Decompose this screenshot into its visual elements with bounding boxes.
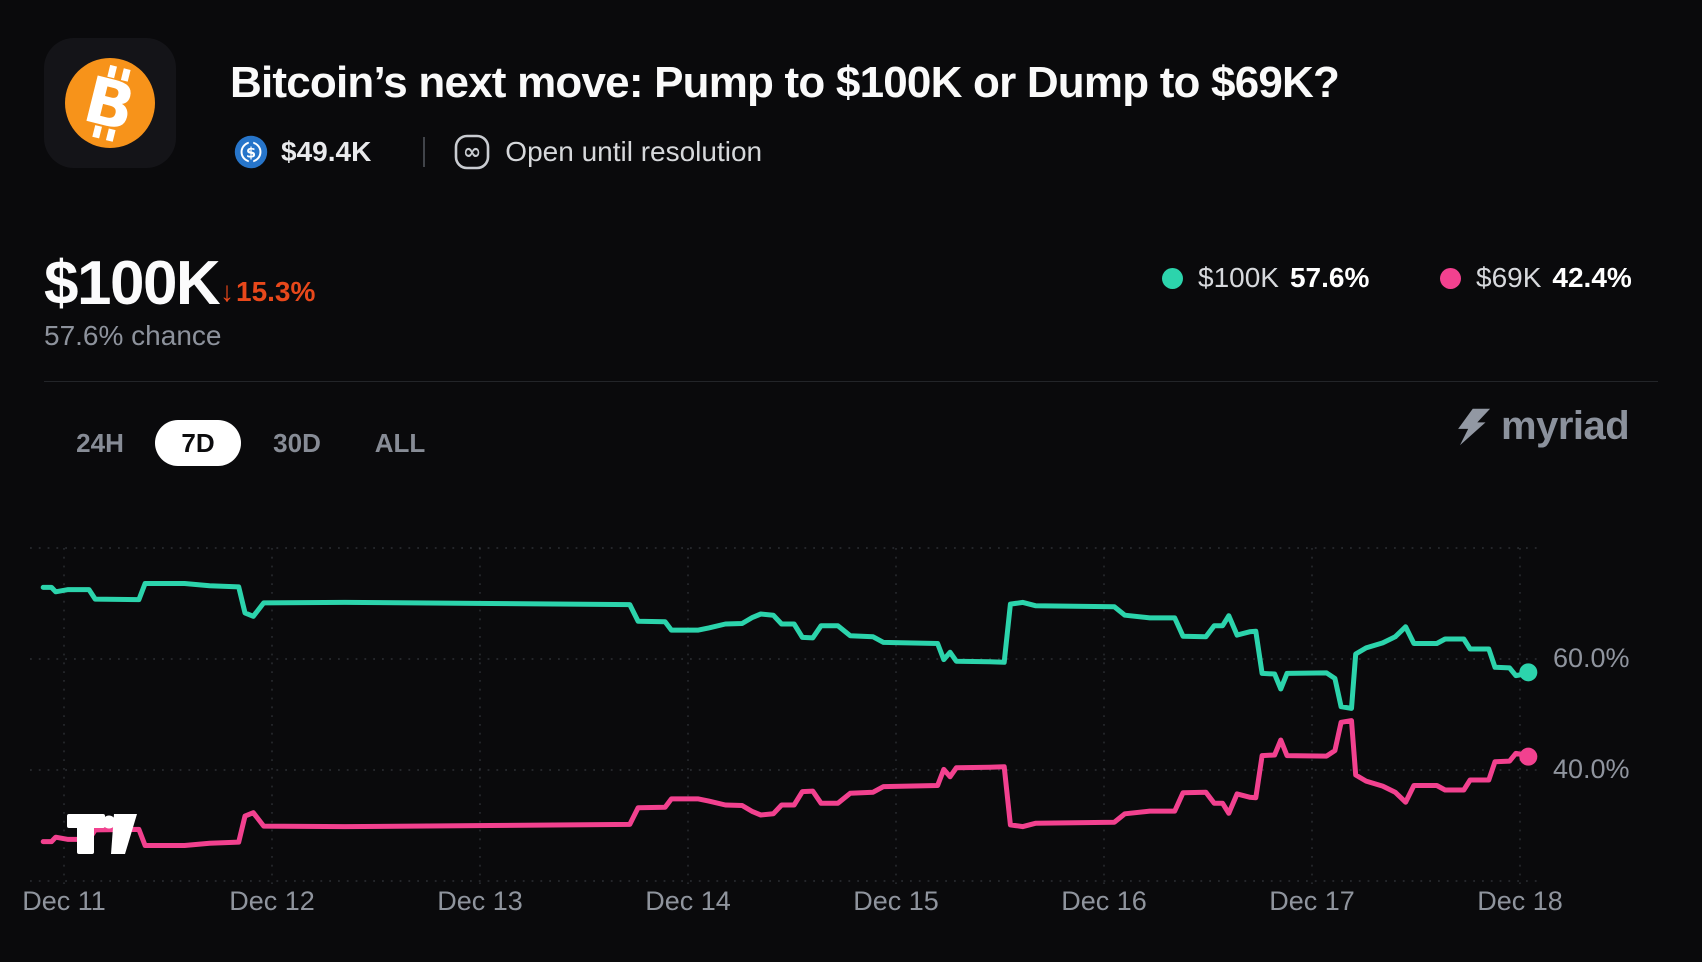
y-axis-label: 40.0% <box>1553 754 1630 784</box>
myriad-logo: myriad <box>1449 404 1630 449</box>
series-line-$69K <box>40 718 1531 848</box>
x-axis-label: Dec 16 <box>1061 886 1147 916</box>
market-meta-row: $ $49.4K ∞ Open until resolution <box>233 124 762 180</box>
series-line-$100K <box>40 581 1531 711</box>
legend-label: $69K <box>1476 262 1542 293</box>
y-axis-label: 60.0% <box>1553 643 1630 673</box>
myriad-bolt-icon <box>1458 408 1491 445</box>
legend-dot-pink <box>1440 267 1461 289</box>
x-axis-label: Dec 15 <box>853 886 939 916</box>
section-divider <box>44 381 1658 382</box>
tradingview-logo[interactable] <box>67 812 137 861</box>
legend-value: 57.6% <box>1289 262 1370 293</box>
legend-dot-teal <box>1162 267 1183 289</box>
range-tab-24h[interactable]: 24H <box>58 420 142 466</box>
range-tab-30d[interactable]: 30D <box>255 420 339 466</box>
range-tab-all[interactable]: ALL <box>357 420 444 466</box>
meta-separator <box>423 137 426 167</box>
svg-text:∞: ∞ <box>463 140 481 165</box>
infinity-link-icon: ∞ <box>454 134 490 170</box>
bitcoin-icon: B <box>65 58 155 148</box>
down-arrow-icon: ↓ <box>220 276 234 307</box>
svg-text:$: $ <box>246 145 256 161</box>
outcome-change: ↓ 15.3% <box>220 276 315 308</box>
series-end-dot-$100K <box>1519 663 1538 682</box>
volume-value: $49.4K <box>281 136 372 167</box>
legend-label: $100K <box>1198 262 1279 293</box>
market-image-tile: B <box>44 38 176 168</box>
x-axis-label: Dec 11 <box>22 886 106 916</box>
x-axis-label: Dec 18 <box>1477 886 1563 916</box>
x-axis-label: Dec 14 <box>645 886 731 916</box>
page-title: Bitcoin’s next move: Pump to $100K or Du… <box>230 58 1340 107</box>
legend-item-69k[interactable]: $69K 42.4% <box>1440 258 1632 298</box>
status-text: Open until resolution <box>505 136 763 167</box>
x-axis-label: Dec 12 <box>229 886 315 916</box>
leading-outcome-label: $100K <box>44 249 221 318</box>
change-value: 15.3% <box>236 276 316 307</box>
usdc-icon: $ <box>234 135 268 169</box>
chance-text: 57.6% chance <box>44 320 222 351</box>
x-axis-label: Dec 13 <box>437 886 523 916</box>
x-axis-label: Dec 17 <box>1269 886 1355 916</box>
legend-item-100k[interactable]: $100K 57.6% <box>1162 258 1369 298</box>
range-tab-7d[interactable]: 7D <box>155 420 241 466</box>
series-end-dot-$69K <box>1519 747 1538 766</box>
brand-name: myriad <box>1501 404 1630 448</box>
legend-value: 42.4% <box>1552 262 1632 293</box>
